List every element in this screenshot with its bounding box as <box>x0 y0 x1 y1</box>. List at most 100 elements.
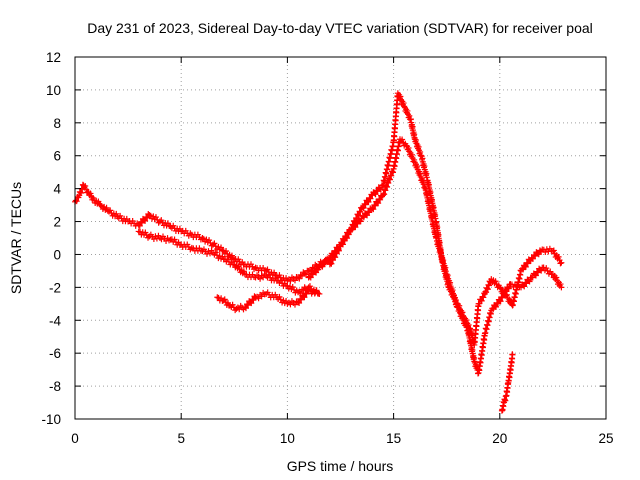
x-tick-label: 15 <box>386 431 401 446</box>
dense-marker <box>557 281 564 288</box>
dense-marker <box>400 100 407 107</box>
dense-marker <box>117 212 124 219</box>
dense-marker <box>78 189 85 196</box>
dense-marker <box>300 293 307 300</box>
dense-marker <box>95 198 102 205</box>
dense-marker <box>229 301 236 308</box>
data-point <box>97 202 104 209</box>
dense-marker <box>175 239 182 246</box>
dense-marker <box>303 290 310 297</box>
dense-marker <box>90 194 97 201</box>
dense-marker <box>505 285 512 292</box>
dense-marker <box>459 313 466 320</box>
dense-marker <box>218 295 225 302</box>
dense-marker <box>212 243 219 250</box>
dense-marker <box>164 220 171 227</box>
dense-marker <box>258 293 265 300</box>
dense-marker <box>272 291 279 298</box>
dense-marker <box>349 226 356 233</box>
dense-marker <box>277 296 284 303</box>
y-tick-label: 10 <box>46 83 61 98</box>
dense-marker <box>228 259 235 266</box>
dense-marker <box>145 234 152 241</box>
dense-marker <box>215 243 222 250</box>
dense-marker <box>171 236 178 243</box>
dense-marker <box>370 206 377 213</box>
dense-marker <box>261 271 268 278</box>
dense-marker <box>214 252 221 259</box>
dense-marker <box>299 273 306 280</box>
y-tick-label: -10 <box>41 412 61 427</box>
dense-marker <box>555 253 562 260</box>
dense-marker <box>314 265 321 272</box>
x-tick-label: 25 <box>598 431 613 446</box>
data-point <box>135 228 142 235</box>
dense-marker <box>367 205 374 212</box>
dense-marker <box>291 286 298 293</box>
dense-marker <box>475 303 482 310</box>
dense-marker <box>356 208 363 215</box>
dense-marker <box>187 246 194 253</box>
dense-marker <box>351 223 358 230</box>
dense-marker <box>478 297 485 304</box>
dense-marker <box>232 307 239 314</box>
dense-marker <box>501 291 508 298</box>
dense-marker <box>287 283 294 290</box>
dense-marker <box>166 237 173 244</box>
track-6-dense-markers <box>499 351 516 414</box>
dense-marker <box>390 169 397 176</box>
dense-marker <box>255 295 262 302</box>
y-tick-labels: -10 -8 -6 -4 -2 0 2 4 6 8 10 12 <box>41 50 61 427</box>
dense-marker <box>257 275 264 282</box>
dense-marker <box>277 277 284 284</box>
dense-marker <box>397 93 404 100</box>
dense-marker <box>158 217 165 224</box>
dense-marker <box>339 241 346 248</box>
dense-marker <box>223 247 230 254</box>
dense-marker <box>203 236 210 243</box>
dense-marker <box>235 263 242 270</box>
dense-marker <box>314 290 321 297</box>
dense-marker <box>200 235 207 242</box>
dense-marker <box>302 271 309 278</box>
dense-marker <box>251 266 258 273</box>
track-1-dense-markers <box>72 181 332 284</box>
dense-marker <box>480 294 487 301</box>
dense-marker <box>155 232 162 239</box>
dense-marker <box>492 278 499 285</box>
dense-marker <box>74 193 81 200</box>
track-2-dense-markers <box>137 229 321 297</box>
y-tick-label: 8 <box>53 116 61 131</box>
dense-marker <box>291 277 298 284</box>
dense-marker <box>479 293 486 300</box>
track-3-dense-markers <box>215 286 321 314</box>
dense-marker <box>335 247 342 254</box>
dense-marker <box>328 260 335 267</box>
dense-marker <box>509 351 516 358</box>
dense-marker <box>502 393 509 400</box>
dense-marker <box>103 204 110 211</box>
gridlines <box>75 57 606 419</box>
dense-marker <box>216 252 223 259</box>
dense-marker <box>544 267 551 274</box>
dense-marker <box>367 195 374 202</box>
dense-marker <box>526 257 533 264</box>
dense-marker <box>540 264 547 271</box>
y-tick-label: 2 <box>53 215 61 230</box>
dense-marker <box>405 144 412 151</box>
x-tick-labels: 0 5 10 15 20 25 <box>71 431 613 446</box>
track-3-series <box>214 286 323 314</box>
dense-marker <box>87 190 94 197</box>
dense-marker <box>264 266 271 273</box>
y-tick-label: -6 <box>49 346 61 361</box>
dense-marker <box>456 306 463 313</box>
dense-marker <box>224 299 231 306</box>
x-axis-label: GPS time / hours <box>287 458 394 474</box>
dense-marker <box>344 235 351 242</box>
tick-marks <box>74 56 607 420</box>
y-tick-label: -8 <box>49 379 61 394</box>
y-axis-label: SDTVAR / TECUs <box>8 182 24 294</box>
dense-marker <box>301 294 308 301</box>
dense-marker <box>218 244 225 251</box>
